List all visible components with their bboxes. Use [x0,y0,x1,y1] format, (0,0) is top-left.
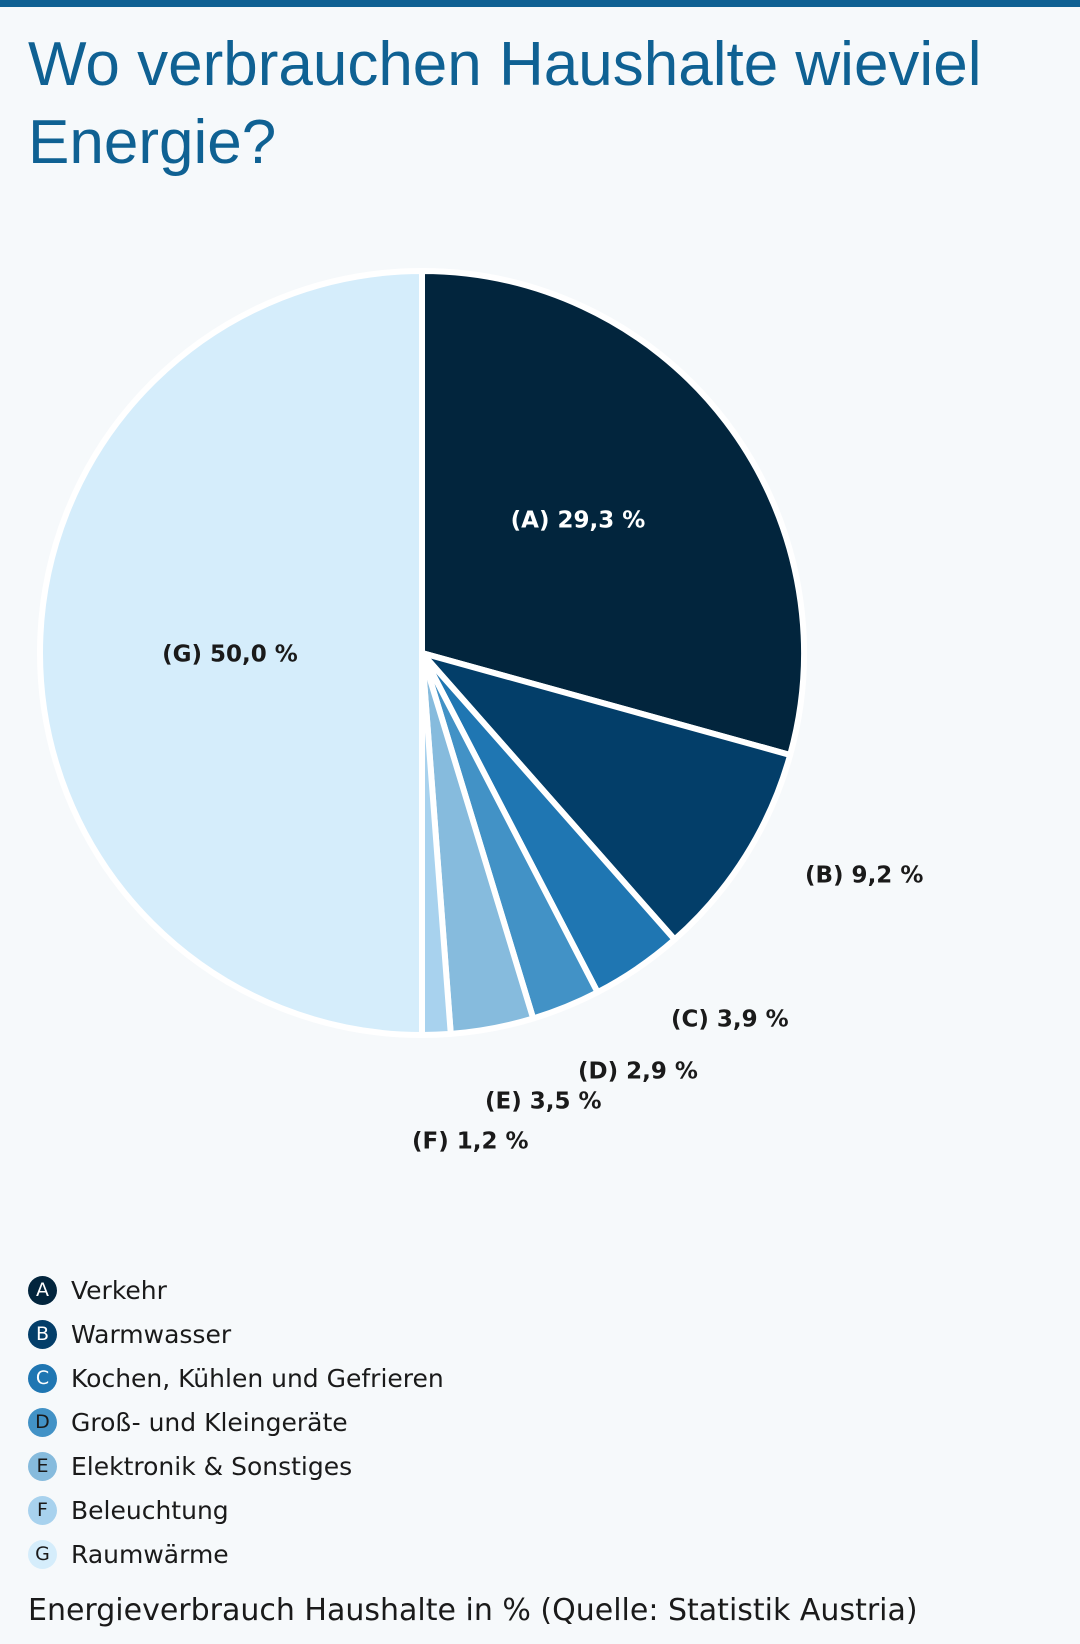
slice-label-g: (G) 50,0 % [162,642,298,668]
pie-slice-a [419,268,807,758]
pie-slice-g [37,268,425,1038]
legend-label-a: Verkehr [71,1275,167,1305]
chart-title: Wo verbrauchen Haushalte wieviel Energie… [28,30,982,177]
legend-label-e: Elektronik & Sonstiges [71,1451,353,1481]
legend-item-e: E Elektronik & Sonstiges [28,1444,444,1488]
chart-caption: Energieverbrauch Haushalte in % (Quelle:… [28,1593,918,1628]
legend-badge-e: E [28,1451,57,1481]
legend-label-f: Beleuchtung [71,1495,229,1525]
slice-label-c: (C) 3,9 % [671,1007,789,1033]
pie-slices [37,268,807,1038]
legend-label-d: Groß- und Kleingeräte [71,1407,348,1437]
legend-label-c: Kochen, Kühlen und Gefrieren [71,1363,444,1393]
legend-item-g: G Raumwärme [28,1532,444,1576]
legend-item-c: C Kochen, Kühlen und Gefrieren [28,1356,444,1400]
legend-badge-f: F [28,1495,57,1525]
legend-item-d: D Groß- und Kleingeräte [28,1400,444,1444]
legend-badge-a: A [28,1275,57,1305]
slice-label-a: (A) 29,3 % [511,508,646,534]
slice-label-e: (E) 3,5 % [485,1089,602,1115]
legend-badge-d: D [28,1407,57,1437]
legend-badge-g: G [28,1539,57,1569]
pie-slice-b [419,650,794,943]
legend-label-g: Raumwärme [71,1539,229,1569]
top-accent-bar [0,0,1080,7]
pie-labels: (A) 29,3 % (B) 9,2 % (C) 3,9 % (D) 2,9 % (E)… [162,508,923,1155]
legend-item-b: B Warmwasser [28,1312,444,1356]
slice-label-b: (B) 9,2 % [805,863,923,889]
legend: A Verkehr B Warmwasser C Kochen, Kühlen und G… [28,1268,444,1576]
legend-badge-b: B [28,1319,57,1349]
slice-label-f: (F) 1,2 % [412,1129,529,1155]
legend-label-b: Warmwasser [71,1319,232,1349]
slice-label-d: (D) 2,9 % [578,1059,698,1085]
pie-chart: (A) 29,3 % (B) 9,2 % (C) 3,9 % (D) 2,9 % (E)… [37,268,923,1155]
legend-item-a: A Verkehr [28,1268,444,1312]
legend-badge-c: C [28,1363,57,1393]
legend-item-f: F Beleuchtung [28,1488,444,1532]
